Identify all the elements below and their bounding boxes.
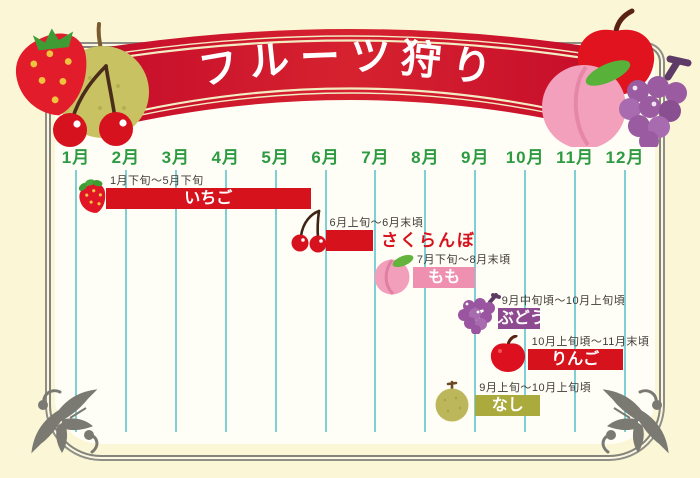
month-gridline: [274, 170, 277, 432]
month-label: 4月: [211, 148, 240, 167]
season-range-label: 10月上旬頃～11月末頃: [531, 336, 650, 348]
season-bar: いちご: [105, 188, 311, 209]
month-gridline: [174, 170, 177, 432]
season-bar: ぶどう: [497, 308, 546, 329]
month-label: 5月: [261, 148, 290, 167]
month-gridline: [324, 170, 327, 432]
ribbon-band: [88, 29, 612, 133]
fruit-row-momo: もも 7月下旬～8月末頃: [374, 254, 510, 296]
fruit-name: さくらんぼ: [380, 231, 476, 250]
season-bar: なし: [475, 395, 541, 416]
season-range-label: 7月下旬～8月末頃: [416, 254, 511, 266]
fruit-row-ringo: りんご 10月上旬頃～11月末頃: [490, 335, 649, 372]
month-label: 1月: [61, 148, 91, 167]
month-gridline: [124, 170, 127, 432]
top-right-fruit-cluster: [542, 8, 692, 147]
month-label: 10月: [505, 148, 545, 167]
month-label: 2月: [111, 148, 141, 167]
season-bar: りんご: [527, 349, 623, 370]
fruit-name: りんご: [551, 351, 600, 368]
month-label: 7月: [361, 148, 390, 167]
month-gridline: [75, 170, 77, 432]
month-gridline: [374, 170, 377, 432]
month-gridline: [424, 170, 427, 432]
season-bar: もも: [412, 267, 476, 288]
month-label: 8月: [411, 148, 440, 167]
fruit-name: ぶどう: [497, 310, 546, 327]
fruit-name: なし: [491, 397, 524, 414]
fruit-row-nashi: なし 9月上旬～10月上旬頃: [435, 380, 591, 422]
fruit-name: いちご: [184, 190, 233, 207]
cherries-decoration-icon: [53, 64, 133, 147]
fruit-row-ichigo: いちご 1月下旬～5月下旬: [78, 175, 311, 213]
fruit-row-budou: ぶどう 9月中旬頃～10月上旬頃: [457, 293, 625, 334]
month-gridline: [574, 170, 577, 432]
season-bar: さくらんぼ: [325, 230, 474, 251]
month-label: 6月: [311, 148, 340, 167]
month-label: 11月: [556, 148, 595, 167]
bottom-left-flourish-icon: [31, 389, 99, 454]
month-gridline: [624, 170, 626, 432]
top-left-fruit-cluster: [15, 22, 149, 147]
month-label: 9月: [461, 148, 490, 167]
fruit-name: もも: [428, 269, 461, 286]
fruit-row-sakuranbo: さくらんぼ 6月上旬～6月末頃: [291, 209, 474, 253]
month-label: 12月: [605, 148, 645, 167]
title-ribbon: フルーツ狩り: [88, 29, 612, 133]
cherries-icon: [291, 209, 327, 253]
peach-icon: [374, 254, 414, 296]
grapes-icon: [457, 293, 501, 334]
strawberry-icon: [78, 179, 106, 213]
season-range-label: 1月下旬～5月下旬: [109, 175, 204, 187]
apple-icon: [490, 335, 525, 372]
month-gridline: [224, 170, 227, 432]
pear-icon: [435, 380, 469, 422]
peach-decoration-icon: [542, 60, 631, 147]
season-range-label: 9月上旬～10月上旬頃: [479, 382, 592, 394]
season-range-label: 6月上旬～6月末頃: [329, 217, 424, 229]
month-gridline: [524, 170, 527, 432]
month-label: 3月: [161, 148, 191, 167]
season-range-label: 9月中旬頃～10月上旬頃: [501, 295, 626, 307]
